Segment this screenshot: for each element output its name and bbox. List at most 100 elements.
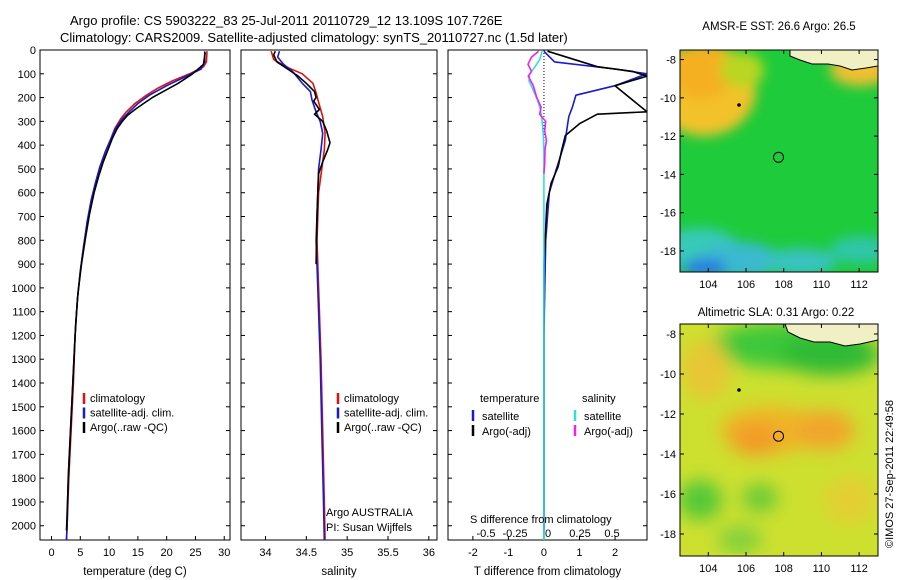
top-tick-label: 0 — [545, 528, 551, 540]
legend-header-salinity: salinity — [582, 393, 616, 405]
difference-profile-xlabel: T difference from climatology — [474, 566, 621, 578]
difference-profile-frame — [447, 49, 648, 541]
sst-small-marker — [737, 103, 741, 107]
map-x-tick-label: 108 — [775, 563, 793, 575]
depth-tick-label: 1600 — [12, 426, 36, 438]
depth-tick-label: 1100 — [12, 307, 36, 319]
map-x-tick-label: 112 — [850, 279, 868, 291]
depth-tick-label: 100 — [18, 69, 36, 81]
difference-profile-series — [527, 50, 647, 540]
x-tick-label: 10 — [103, 547, 115, 559]
map-y-tick-label: -16 — [660, 208, 676, 220]
temperature-profile-frame — [39, 49, 231, 541]
x-tick-label: 35 — [341, 547, 353, 559]
x-tick-label: 36 — [423, 547, 435, 559]
series-line-argo-raw-qc- — [65, 52, 206, 531]
sla-map-axes: 104 106 108 110 112 -8 -10 -12 -14 -16 -18 — [660, 324, 878, 575]
sst-argo-location-marker — [773, 151, 784, 163]
x-tick-label: -2 — [468, 547, 478, 559]
depth-tick-label: 0 — [30, 45, 36, 57]
map-x-tick-label: 104 — [699, 563, 717, 575]
depth-tick-label: 300 — [18, 116, 36, 128]
imos-credit: ©IMOS 27-Sep-2011 22:49:58 — [884, 400, 896, 548]
map-y-tick-label: -16 — [660, 489, 676, 501]
depth-tick-label: 900 — [18, 259, 36, 271]
top-axis-label: S difference from climatology — [470, 514, 612, 526]
depth-tick-label: 600 — [18, 188, 36, 200]
legend-label: satellite-adj. clim. — [344, 408, 428, 420]
sst-map-title: AMSR-E SST: 26.6 Argo: 26.5 — [702, 21, 855, 33]
map-y-tick-label: -18 — [660, 529, 676, 541]
top-tick-label: -0.25 — [502, 528, 527, 540]
salinity-profile-series — [270, 50, 331, 540]
depth-tick-label: 1700 — [12, 449, 36, 461]
map-y-tick-label: -12 — [660, 409, 676, 421]
legend-label: satellite — [482, 411, 519, 423]
salinity-profile: 34 34.5 35 35.5 36 salinity climatology satelli… — [240, 49, 438, 578]
legend-label: satellite — [584, 411, 621, 423]
series-line-satellite-adj-clim- — [65, 51, 206, 540]
sst-field — [680, 50, 878, 272]
depth-tick-label: 1500 — [12, 402, 36, 414]
sla-map-title: Altimetric SLA: 0.31 Argo: 0.22 — [698, 307, 855, 319]
map-x-tick-label: 112 — [850, 563, 868, 575]
series-line-temperature-satellite — [543, 50, 647, 540]
legend-label: Argo(-adj) — [584, 426, 633, 438]
legend-label: Argo(..raw -QC) — [344, 422, 422, 434]
depth-tick-label: 1400 — [12, 378, 36, 390]
annotation-line: PI: Susan Wijffels — [326, 522, 412, 534]
series-line-argo-raw-qc- — [272, 50, 331, 265]
map-y-tick-label: -10 — [660, 369, 676, 381]
depth-tick-label: 700 — [18, 212, 36, 224]
map-y-tick-label: -8 — [666, 329, 676, 341]
map-y-tick-label: -14 — [660, 169, 676, 181]
map-y-tick-label: -8 — [666, 55, 676, 67]
map-y-tick-label: -14 — [660, 449, 676, 461]
depth-tick-label: 1300 — [12, 354, 36, 366]
map-x-tick-label: 108 — [775, 279, 793, 291]
map-x-tick-label: 110 — [813, 279, 831, 291]
x-tick-label: 0 — [48, 547, 54, 559]
x-tick-label: -1 — [504, 547, 514, 559]
sst-map-axes: 104 106 108 110 112 -8 -10 -12 -14 -16 -18 — [660, 50, 878, 291]
map-x-tick-label: 110 — [813, 563, 831, 575]
salinity-profile-frame — [240, 49, 438, 541]
map-y-tick-label: -12 — [660, 131, 676, 143]
series-line-satellite-adj-clim- — [276, 50, 326, 540]
legend-label: climatology — [344, 393, 400, 405]
depth-tick-label: 2000 — [12, 521, 36, 533]
x-tick-label: 20 — [161, 547, 173, 559]
top-tick-label: 0.25 — [569, 528, 590, 540]
top-tick-label: -0.5 — [477, 528, 496, 540]
series-line-salinity-argo-adj- — [527, 50, 548, 174]
sst-map: AMSR-E SST: 26.6 Argo: 26.5 104 106 108 110… — [660, 21, 879, 291]
legend-header-temperature: temperature — [480, 393, 539, 405]
series-line-climatology — [65, 51, 208, 540]
sla-argo-location-marker — [773, 430, 784, 442]
map-y-tick-label: -10 — [660, 93, 676, 105]
map-x-tick-label: 104 — [699, 279, 717, 291]
x-tick-label: 2 — [612, 547, 618, 559]
sla-map: Altimetric SLA: 0.31 Argo: 0.22 104 106 10… — [660, 307, 879, 575]
depth-tick-label: 800 — [18, 235, 36, 247]
legend-label: satellite-adj. clim. — [90, 408, 174, 420]
title-line-1: Argo profile: CS 5903222_83 25-Jul-2011 … — [70, 13, 503, 28]
depth-tick-label: 200 — [18, 93, 36, 105]
depth-tick-label: 1000 — [12, 283, 36, 295]
map-x-tick-label: 106 — [737, 563, 755, 575]
annotation-line: Argo AUSTRALIA — [326, 507, 413, 519]
top-tick-label: 0.5 — [604, 528, 619, 540]
series-line-salinity-satellite — [528, 50, 545, 540]
profile-panels: 0100200300400500600700800900100011001200… — [12, 45, 648, 578]
depth-tick-label: 1800 — [12, 473, 36, 485]
legend-label: Argo(..raw -QC) — [90, 422, 168, 434]
map-y-tick-label: -18 — [660, 246, 676, 258]
sla-small-marker — [737, 388, 741, 392]
x-tick-label: 35.5 — [377, 547, 398, 559]
x-tick-label: 30 — [218, 547, 230, 559]
x-tick-label: 1 — [576, 547, 582, 559]
x-tick-label: 25 — [189, 547, 201, 559]
x-tick-label: 15 — [132, 547, 144, 559]
x-tick-label: 5 — [77, 547, 83, 559]
